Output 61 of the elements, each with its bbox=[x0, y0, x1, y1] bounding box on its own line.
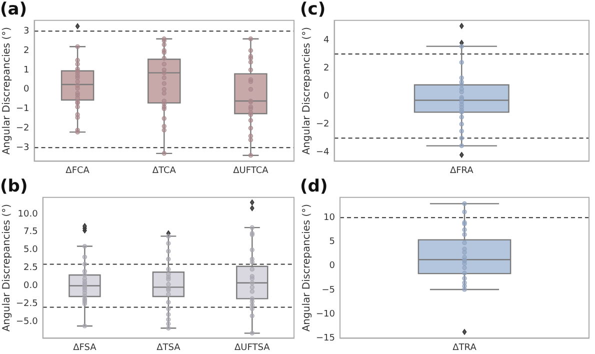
x-tick-label: ΔFSA bbox=[73, 342, 98, 353]
x-tick-label: ΔFRA bbox=[450, 166, 474, 176]
chart-title: (c) bbox=[300, 0, 326, 20]
point bbox=[459, 82, 464, 88]
chart-title: (b) bbox=[0, 176, 28, 197]
y-tick-label: 2.5 bbox=[24, 263, 38, 274]
y-tick-label: 10 bbox=[324, 212, 336, 223]
y-tick-label: −4 bbox=[316, 147, 330, 158]
point bbox=[462, 250, 467, 255]
y-tick-label: 5 bbox=[329, 237, 335, 248]
point bbox=[459, 90, 464, 94]
point bbox=[462, 210, 467, 214]
y-tick-label: 0.0 bbox=[24, 281, 38, 292]
y-tick-label: 7.5 bbox=[24, 227, 38, 238]
y-tick-label: −10 bbox=[316, 309, 336, 320]
y-tick-label: −3 bbox=[16, 142, 30, 153]
point bbox=[459, 136, 464, 140]
y-tick-label: 2 bbox=[24, 46, 30, 56]
y-tick-label: 0 bbox=[24, 84, 30, 95]
x-tick-label: ΔTCA bbox=[152, 166, 177, 176]
point bbox=[459, 76, 464, 80]
x-tick-label: ΔUFTSA bbox=[234, 342, 271, 353]
x-tick-label: ΔTRA bbox=[452, 342, 478, 353]
point bbox=[462, 276, 467, 281]
point bbox=[462, 266, 467, 270]
y-tick-label: −5 bbox=[322, 285, 335, 296]
y-tick-label: 4 bbox=[324, 35, 330, 46]
y-axis-title: Angular Discrepancies (°) bbox=[2, 204, 13, 332]
x-tick-label: ΔFCA bbox=[66, 166, 90, 176]
y-axis-title: Angular Discrepancies (°) bbox=[302, 204, 313, 332]
point bbox=[462, 240, 467, 246]
chart-title: (a) bbox=[0, 0, 28, 20]
y-tick-label: 2 bbox=[324, 63, 330, 74]
y-tick-label: −1 bbox=[16, 104, 30, 114]
point bbox=[462, 201, 467, 206]
y-tick-label: 3 bbox=[24, 26, 30, 36]
point bbox=[459, 114, 464, 120]
point bbox=[462, 232, 467, 237]
point bbox=[462, 227, 467, 232]
y-axis-title: Angular Discrepancies (°) bbox=[302, 26, 313, 155]
x-tick-label: ΔTSA bbox=[156, 342, 182, 353]
point bbox=[459, 143, 464, 148]
y-tick-label: −15 bbox=[316, 334, 335, 344]
y-tick-label: −5.0 bbox=[16, 317, 38, 328]
point bbox=[459, 44, 464, 49]
point bbox=[462, 287, 467, 292]
y-tick-label: 1 bbox=[24, 65, 30, 76]
y-tick-label: −2 bbox=[316, 119, 330, 130]
y-tick-label: 10.0 bbox=[18, 209, 38, 220]
point bbox=[459, 122, 464, 126]
chart-title: (d) bbox=[300, 176, 328, 197]
y-tick-label: −2 bbox=[16, 124, 30, 134]
y-tick-label: −2.5 bbox=[16, 299, 38, 310]
point bbox=[462, 270, 467, 276]
y-axis-title: Angular Discrepancies (°) bbox=[2, 26, 13, 155]
x-tick-label: ΔUFTCA bbox=[233, 166, 270, 176]
point bbox=[459, 60, 464, 65]
point bbox=[459, 128, 464, 134]
y-tick-label: 0 bbox=[324, 91, 330, 102]
y-tick-label: 0 bbox=[329, 261, 336, 272]
y-tick-label: 5.0 bbox=[24, 245, 38, 256]
